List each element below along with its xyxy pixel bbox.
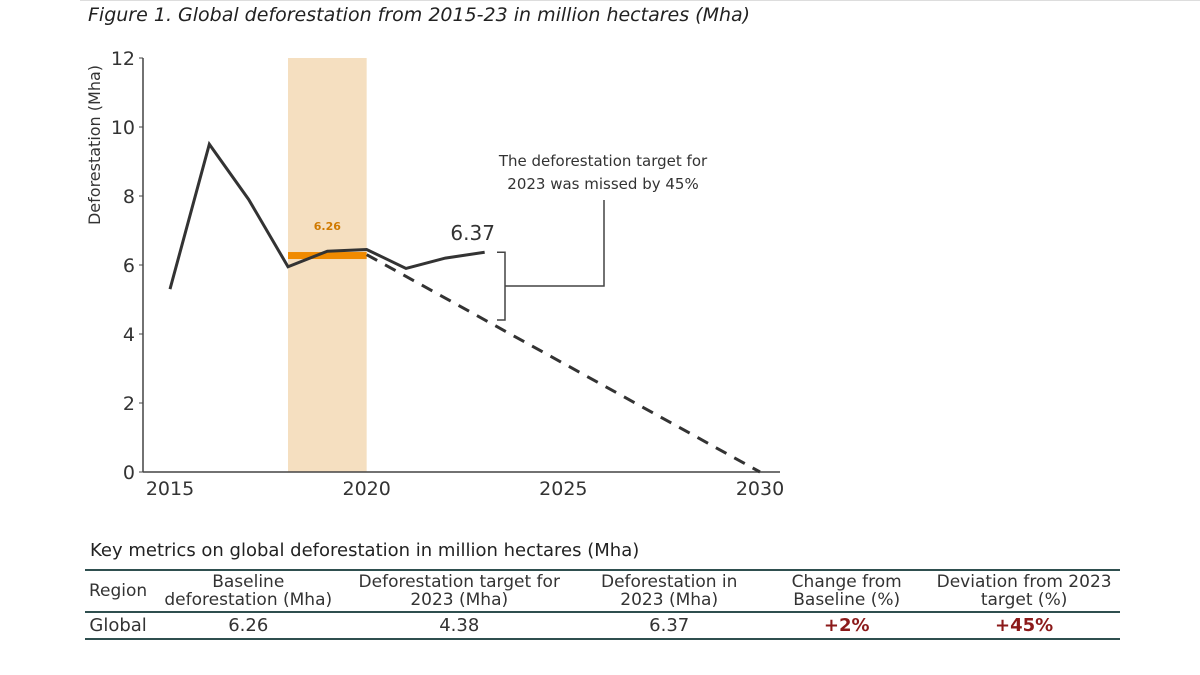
cell: +45%	[928, 612, 1120, 640]
y-tick-label: 0	[123, 462, 135, 484]
col-header: Region	[85, 569, 152, 613]
y-tick-label: 2	[123, 393, 135, 415]
x-tick-label: 2020	[342, 478, 390, 500]
x-tick-label: 2030	[736, 478, 784, 500]
table-header-row: Region Baseline deforestation (Mha) Defo…	[85, 569, 1120, 613]
metrics-table: Region Baseline deforestation (Mha) Defo…	[85, 569, 1120, 640]
y-tick-label: 4	[123, 324, 135, 346]
cell: Global	[85, 612, 152, 640]
target-pathway-line	[365, 253, 761, 474]
col-header: Change from Baseline (%)	[765, 569, 929, 613]
y-tick-label: 12	[111, 48, 135, 70]
cell: 6.37	[573, 612, 766, 640]
baseline-label: 6.26	[314, 220, 341, 233]
baseline-bar	[288, 252, 367, 260]
gap-bracket	[497, 251, 506, 321]
col-header: Deforestation target for 2023 (Mha)	[345, 569, 574, 613]
y-tick-label: 10	[111, 117, 135, 139]
annotation-leader	[505, 200, 605, 287]
deforestation-line	[168, 140, 485, 290]
figure-title: Figure 1. Global deforestation from 2015…	[88, 4, 751, 26]
deforestation-chart: 0 2 4 6 8 10 12 2015 2020 2025 2030 Deforestation (…	[85, 48, 784, 500]
y-tick-label: 6	[123, 255, 135, 277]
x-tick-label: 2015	[146, 478, 194, 500]
annotation-text: 2023 was missed by 45%	[507, 175, 698, 193]
table-row: Global 6.26 4.38 6.37 +2% +45%	[85, 612, 1120, 640]
y-axis-title: Deforestation (Mha)	[85, 65, 104, 225]
end-value-label: 6.37	[450, 221, 495, 245]
cell: 4.38	[345, 612, 574, 640]
cell: +2%	[765, 612, 929, 640]
annotation-text: The deforestation target for	[498, 152, 708, 170]
x-tick-label: 2025	[539, 478, 587, 500]
cell: 6.26	[151, 612, 346, 640]
baseline-period-band	[288, 58, 367, 472]
col-header: Baseline deforestation (Mha)	[151, 569, 346, 613]
top-rule	[80, 0, 1200, 1]
col-header: Deviation from 2023 target (%)	[928, 569, 1120, 613]
y-tick-label: 8	[123, 186, 135, 208]
table-title: Key metrics on global deforestation in m…	[90, 540, 640, 561]
col-header: Deforestation in 2023 (Mha)	[573, 569, 766, 613]
